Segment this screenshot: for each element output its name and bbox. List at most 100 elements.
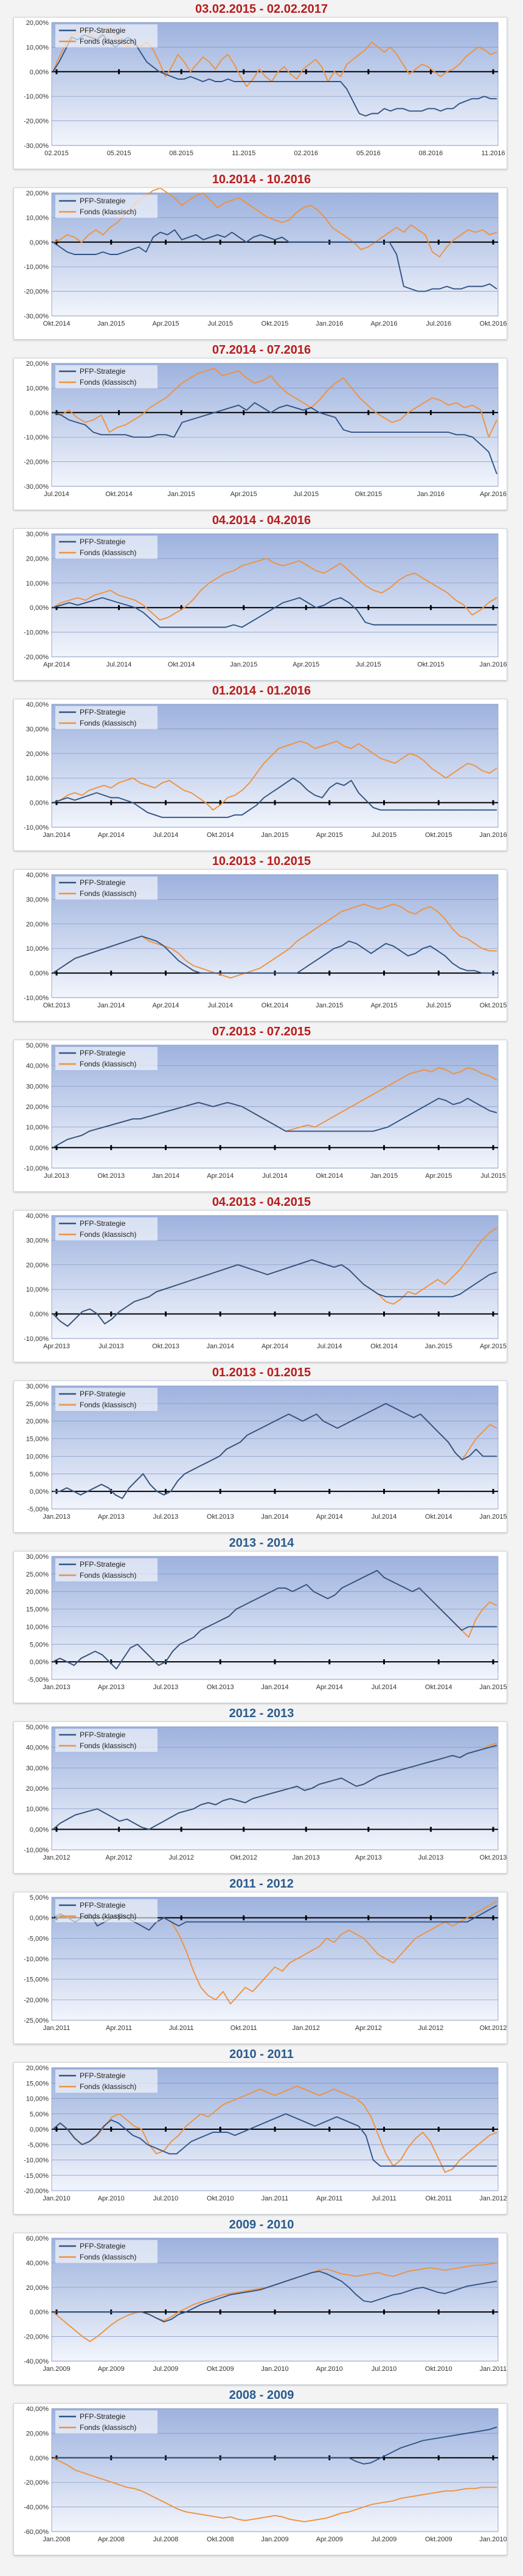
line-chart: -40,00% -20,00% 0,00% 20,00% 40,00% 60,00% Jan…: [24, 2235, 507, 2373]
x-tick-label: Apr.2013: [43, 1343, 70, 1350]
x-tick-label: Apr.2015: [316, 831, 343, 839]
legend: PFP-Strategie Fonds (klassisch): [55, 24, 158, 47]
legend: PFP-Strategie Fonds (klassisch): [55, 195, 158, 218]
legend-box: [55, 1558, 158, 1581]
x-tick-label: Okt.2012: [480, 2025, 507, 2032]
y-tick-label: 40,00%: [26, 872, 49, 879]
y-tick-label: -20,00%: [24, 2188, 49, 2195]
x-tick-label: Apr.2012: [355, 2025, 382, 2032]
x-tick-label: Jan.2010: [479, 2536, 507, 2543]
x-tick-label: Apr.2016: [480, 491, 507, 498]
y-tick-label: -5,00%: [27, 1935, 49, 1942]
legend-label-pfp: PFP-Strategie: [80, 2412, 126, 2421]
x-tick-label: Jan.2013: [43, 1513, 70, 1521]
legend: PFP-Strategie Fonds (klassisch): [55, 2410, 158, 2434]
line-chart: -30,00% -20,00% -10,00% 0,00% 10,00% 20,00% 02…: [24, 19, 505, 157]
x-tick-label: Jul.2008: [153, 2536, 179, 2543]
y-tick-label: 20,00%: [26, 1104, 49, 1111]
chart-panel: -20,00% -15,00% -10,00% -5,00% 0,00% 5,00% 10,…: [13, 2062, 507, 2214]
y-tick-label: -10,00%: [24, 1335, 49, 1343]
legend-box: [55, 365, 158, 388]
chart-title: 2008 - 2009: [229, 2389, 294, 2402]
x-tick-label: Jul.2010: [153, 2195, 179, 2202]
y-tick-label: -30,00%: [24, 483, 49, 491]
chart-title: 01.2013 - 01.2015: [212, 1366, 311, 1379]
y-tick-label: -30,00%: [24, 142, 49, 150]
x-tick-label: Jan.2014: [97, 1002, 125, 1009]
y-tick-label: 30,00%: [26, 1553, 49, 1561]
x-tick-label: Okt.2015: [480, 1002, 507, 1009]
fonds-klassisch-line: [52, 2085, 497, 2173]
x-tick-label: Jul.2016: [426, 320, 451, 327]
y-tick-label: 10,00%: [26, 1806, 49, 1813]
y-tick-label: -15,00%: [24, 1976, 49, 1984]
y-tick-label: 20,00%: [26, 1418, 49, 1426]
y-tick-label: -40,00%: [24, 2358, 49, 2365]
legend: PFP-Strategie Fonds (klassisch): [55, 2240, 158, 2263]
x-tick-label: Apr.2014: [207, 1172, 234, 1180]
y-tick-label: 5,00%: [30, 1894, 49, 1902]
legend: PFP-Strategie Fonds (klassisch): [55, 365, 158, 388]
y-tick-label: -30,00%: [24, 313, 49, 320]
chart-title: 07.2013 - 07.2015: [212, 1025, 311, 1038]
legend-label-fonds: Fonds (klassisch): [80, 719, 136, 727]
chart-panel: -30,00% -20,00% -10,00% 0,00% 10,00% 20,00% Ok…: [13, 187, 507, 340]
chart-panel: -30,00% -20,00% -10,00% 0,00% 10,00% 20,00% Ju…: [13, 358, 507, 510]
x-tick-label: Okt.2015: [262, 320, 289, 327]
x-tick-label: Okt.2010: [425, 2365, 452, 2373]
chart-panel: -10,00% 0,00% 10,00% 20,00% 30,00% 40,00% 50,0…: [13, 1040, 507, 1192]
x-tick-label: 05.2015: [107, 150, 131, 157]
legend-label-fonds: Fonds (klassisch): [80, 2082, 136, 2091]
legend-label-pfp: PFP-Strategie: [80, 1390, 126, 1398]
y-tick-label: 10,00%: [26, 775, 49, 782]
legend-label-fonds: Fonds (klassisch): [80, 208, 136, 216]
x-tick-label: Jan.2014: [207, 1343, 234, 1350]
y-tick-label: -20,00%: [24, 118, 49, 125]
x-tick-label: Apr.2014: [43, 661, 70, 668]
x-tick-label: Jan.2011: [262, 2195, 288, 2202]
x-tick-label: Jul.2015: [293, 491, 319, 498]
legend-label-fonds: Fonds (klassisch): [80, 2253, 136, 2261]
y-tick-label: -10,00%: [24, 1847, 49, 1854]
x-tick-label: Jan.2016: [417, 491, 445, 498]
x-tick-label: Okt.2015: [417, 661, 445, 668]
y-tick-label: 0,00%: [30, 1659, 49, 1666]
y-tick-label: -20,00%: [24, 459, 49, 466]
x-tick-label: Jan.2015: [316, 1002, 343, 1009]
x-tick-label: Jul.2013: [418, 1854, 444, 1861]
y-tick-label: 40,00%: [26, 1063, 49, 1070]
x-tick-label: Jan.2011: [480, 2365, 507, 2373]
x-tick-label: Apr.2015: [230, 491, 257, 498]
pfp-strategie-line: [52, 597, 497, 628]
legend-box: [55, 195, 158, 218]
y-tick-label: 10,00%: [26, 1124, 49, 1132]
x-tick-label: Okt.2009: [425, 2536, 452, 2543]
y-tick-label: 20,00%: [26, 190, 49, 197]
x-tick-label: Apr.2014: [98, 831, 125, 839]
x-tick-label: Jul.2012: [168, 1854, 194, 1861]
y-tick-label: 10,00%: [26, 580, 49, 587]
line-chart: -10,00% 0,00% 10,00% 20,00% 30,00% 40,00% Okt.…: [24, 872, 507, 1009]
x-tick-label: Apr.2009: [98, 2365, 125, 2373]
y-tick-label: 40,00%: [26, 2259, 49, 2267]
chart-panel: -5,00% 0,00% 5,00% 10,00% 15,00% 20,00% 25,00%…: [13, 1381, 507, 1533]
y-tick-label: 5,00%: [30, 1641, 49, 1648]
x-tick-label: Jul.2014: [262, 1172, 288, 1180]
x-tick-label: Okt.2013: [97, 1172, 125, 1180]
legend-label-fonds: Fonds (klassisch): [80, 1571, 136, 1580]
x-tick-label: Jul.2014: [44, 491, 69, 498]
x-tick-label: Okt.2014: [207, 831, 234, 839]
x-tick-label: Jan.2015: [370, 1172, 398, 1180]
y-tick-label: -20,00%: [24, 289, 49, 296]
legend-label-fonds: Fonds (klassisch): [80, 889, 136, 898]
y-tick-label: 15,00%: [26, 1436, 49, 1443]
x-tick-label: Okt.2013: [43, 1002, 71, 1009]
legend-label-pfp: PFP-Strategie: [80, 1560, 126, 1569]
x-tick-label: Okt.2013: [207, 1684, 234, 1691]
x-tick-label: Jul.2015: [207, 320, 233, 327]
legend-label-pfp: PFP-Strategie: [80, 1731, 126, 1739]
legend-label-pfp: PFP-Strategie: [80, 1219, 126, 1228]
legend-label-pfp: PFP-Strategie: [80, 367, 126, 376]
y-tick-label: -20,00%: [24, 2479, 49, 2487]
y-tick-label: -40,00%: [24, 2504, 49, 2511]
